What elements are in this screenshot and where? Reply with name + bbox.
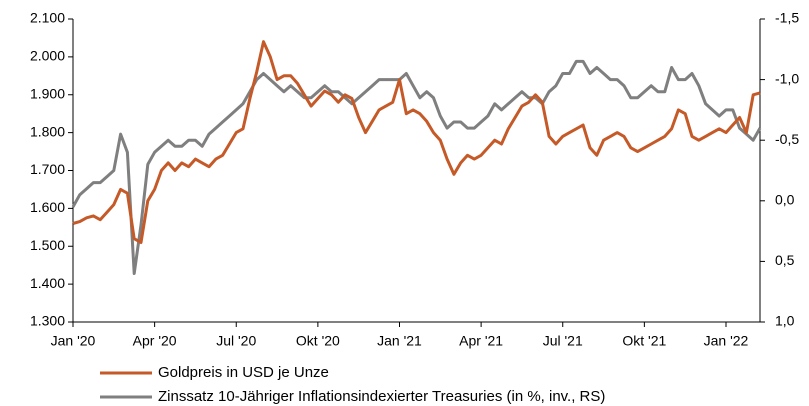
y-tick-label: 1.700 xyxy=(30,161,65,177)
y2-tick-label: 0,5 xyxy=(775,252,795,268)
y-tick-label: 2.100 xyxy=(30,10,65,26)
x-tick-label: Apr '21 xyxy=(459,333,503,349)
series-line xyxy=(71,59,762,275)
y-tick-label: 1.900 xyxy=(30,85,65,101)
x-tick-label: Jul '21 xyxy=(543,333,583,349)
x-tick-label: Okt '21 xyxy=(622,333,666,349)
x-tick-label: Apr '20 xyxy=(133,333,177,349)
y-tick-label: 1.300 xyxy=(30,313,65,329)
series-line xyxy=(72,40,761,244)
y-tick-label: 2.000 xyxy=(30,48,65,64)
x-tick-label: Jan '22 xyxy=(704,333,749,349)
y-tick-label: 1.600 xyxy=(30,199,65,215)
y2-tick-label: -1,0 xyxy=(775,70,799,86)
x-tick-label: Okt '20 xyxy=(296,333,340,349)
x-tick-label: Jan '20 xyxy=(51,333,96,349)
y-tick-label: 1.400 xyxy=(30,275,65,291)
legend-label: Zinssatz 10-Jähriger Inflationsindexiert… xyxy=(158,388,605,405)
y2-tick-label: 0,0 xyxy=(775,192,795,208)
y2-tick-label: -1,5 xyxy=(775,10,799,26)
y2-tick-label: 1,0 xyxy=(775,313,795,329)
x-tick-label: Jul '20 xyxy=(216,333,256,349)
x-tick-label: Jan '21 xyxy=(377,333,422,349)
y-tick-label: 1.500 xyxy=(30,237,65,253)
y2-tick-label: -0,5 xyxy=(775,131,799,147)
legend-label: Goldpreis in USD je Unze xyxy=(158,364,329,381)
y-tick-label: 1.800 xyxy=(30,123,65,139)
